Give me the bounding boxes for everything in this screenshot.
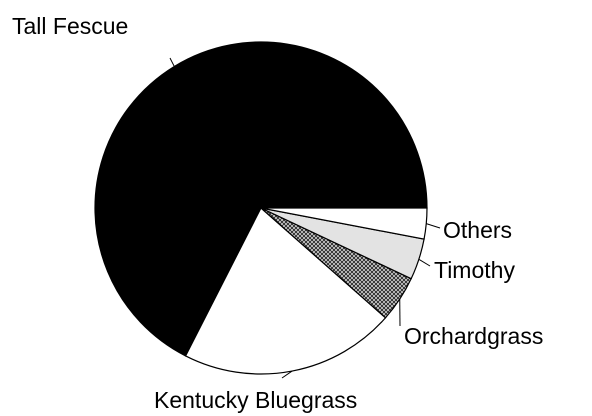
- slice-label-kentucky-bluegrass: Kentucky Bluegrass: [154, 387, 357, 413]
- leader-line-timothy: [419, 259, 430, 266]
- slice-label-timothy: Timothy: [434, 257, 515, 283]
- leader-line-tall-fescue: [170, 58, 174, 66]
- leader-line-others: [426, 224, 440, 228]
- slice-label-tall-fescue: Tall Fescue: [12, 13, 128, 39]
- slice-label-others: Others: [443, 217, 512, 243]
- slice-label-orchardgrass: Orchardgrass: [404, 323, 543, 349]
